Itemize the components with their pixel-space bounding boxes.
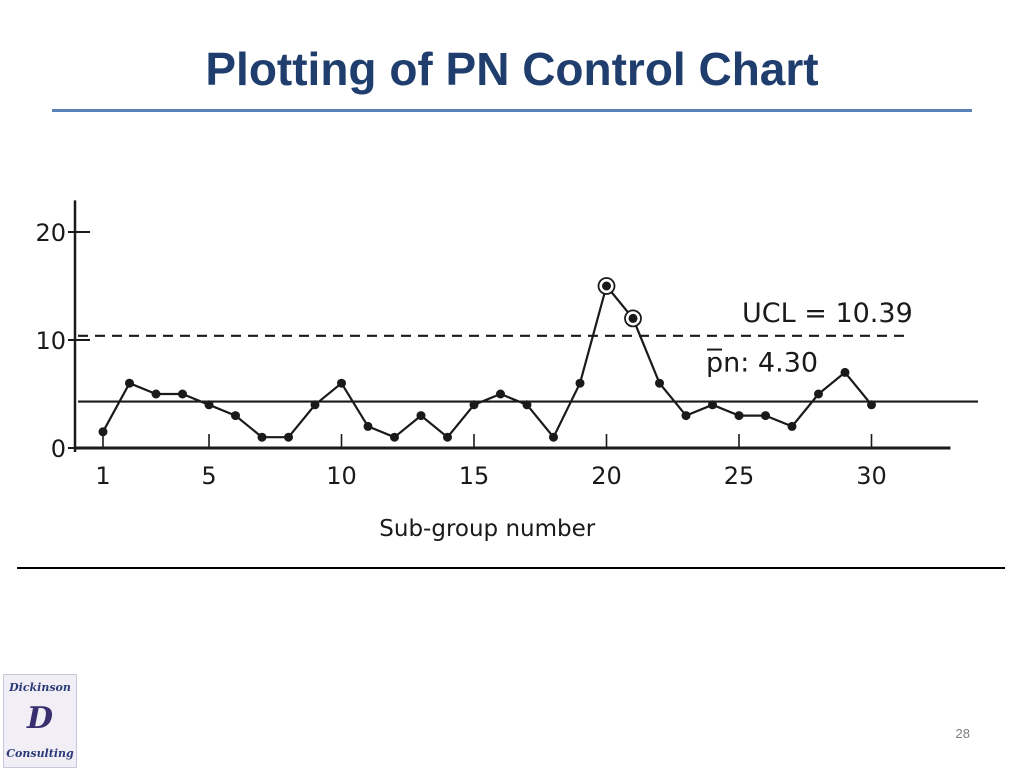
- data-point: [231, 411, 240, 421]
- data-point: [867, 400, 876, 410]
- data-point: [602, 281, 611, 291]
- x-tick-label: 15: [459, 462, 490, 490]
- data-point: [761, 411, 770, 421]
- x-axis-title: Sub-group number: [379, 516, 595, 542]
- data-point: [549, 432, 558, 442]
- x-tick-label: 5: [201, 462, 216, 490]
- logo-line1: Dickinson: [9, 681, 71, 694]
- data-point: [734, 411, 744, 421]
- chart-axes: [68, 200, 951, 452]
- data-point: [522, 400, 532, 410]
- data-point: [655, 378, 664, 388]
- data-point: [284, 432, 293, 442]
- data-point: [575, 378, 585, 388]
- data-point: [178, 389, 187, 399]
- logo-monogram: D: [26, 701, 53, 736]
- data-point: [787, 421, 797, 431]
- data-point: [257, 432, 267, 442]
- title-divider: [52, 109, 972, 112]
- data-point: [708, 400, 717, 410]
- data-point: [310, 400, 320, 410]
- center-line-label: pn: 4.30: [706, 348, 818, 379]
- data-point: [151, 389, 161, 399]
- x-tick-label: 25: [724, 462, 755, 490]
- page-number: 28: [955, 726, 970, 741]
- data-point: [337, 378, 346, 388]
- x-tick-label: 20: [591, 462, 622, 490]
- bottom-divider: [17, 567, 1005, 569]
- y-tick-label: 0: [51, 435, 66, 463]
- company-logo: Dickinson D Consulting: [3, 674, 77, 768]
- slide-title: Plotting of PN Control Chart: [205, 43, 819, 95]
- x-tick-label: 10: [326, 462, 357, 490]
- y-tick-label: 10: [35, 327, 66, 355]
- data-point: [443, 432, 452, 442]
- data-point: [814, 389, 823, 399]
- data-point: [390, 432, 399, 442]
- data-point: [628, 313, 638, 323]
- data-point: [98, 427, 108, 437]
- x-tick-label: 1: [95, 462, 110, 490]
- data-point: [204, 400, 214, 410]
- data-point: [125, 378, 134, 388]
- data-point: [363, 421, 373, 431]
- data-point: [469, 400, 479, 410]
- data-point: [681, 411, 691, 421]
- x-tick-label: 30: [856, 462, 887, 490]
- data-point: [416, 411, 426, 421]
- data-point: [496, 389, 505, 399]
- ucl-label: UCL = 10.39: [742, 298, 913, 329]
- data-point: [840, 367, 850, 377]
- chart-series: [98, 277, 876, 442]
- logo-line2: Consulting: [6, 747, 74, 760]
- y-tick-label: 20: [35, 219, 66, 247]
